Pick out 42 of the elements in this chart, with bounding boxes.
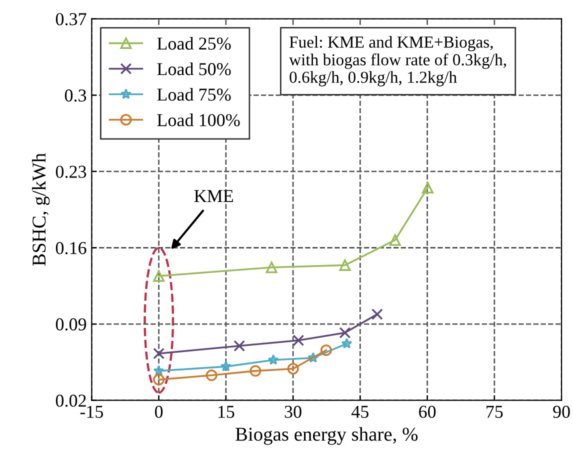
y-tick-label: 0.02 [56,394,86,407]
point [250,365,262,377]
y-tick-label: 0.23 [56,166,86,178]
annotation: Fuel: KME and KME+Biogas, with biogas flow rate of 0.3kg/h, 0.6kg/h, 0.9kg/h, 1.2kg/h [289,36,506,86]
x-tick-label: 45 [351,406,368,418]
legend-label: Load 100% [157,114,240,126]
point [206,370,218,382]
point [389,234,401,246]
x-axis-title: Biogas energy share, % [236,427,418,445]
x-tick-label: 90 [553,406,570,418]
point [341,338,352,349]
y-tick-label: 0.3 [64,89,86,102]
y-tick-label: 0.37 [56,13,86,26]
point [292,334,304,346]
x-tick-label: 0 [154,406,163,418]
x-tick-label: 30 [284,406,302,418]
y-tick-label: 0.16 [56,242,86,254]
annotation: KME [194,190,234,202]
point [234,340,246,352]
point [266,262,278,274]
x-tick-label: 15 [218,406,234,418]
legend-label: Load 50% [157,62,231,76]
point [153,348,165,360]
point [153,374,165,386]
x-tick-label: 60 [419,406,436,418]
point [371,308,383,320]
legend-label: Load 75% [157,88,231,101]
y-tick-label: 0.09 [56,318,86,331]
y-axis-title: BSHC, g/kWh [32,153,50,266]
x-tick-label: 75 [486,406,503,418]
point [320,344,332,356]
point [339,259,351,271]
legend-label: Load 25% [157,37,231,50]
point [339,327,351,339]
point [153,270,165,282]
point [220,360,232,372]
point [153,365,164,376]
point [268,354,279,365]
point [422,182,434,194]
x-tick-label: -15 [80,406,104,418]
point [308,352,319,363]
point [287,362,299,375]
